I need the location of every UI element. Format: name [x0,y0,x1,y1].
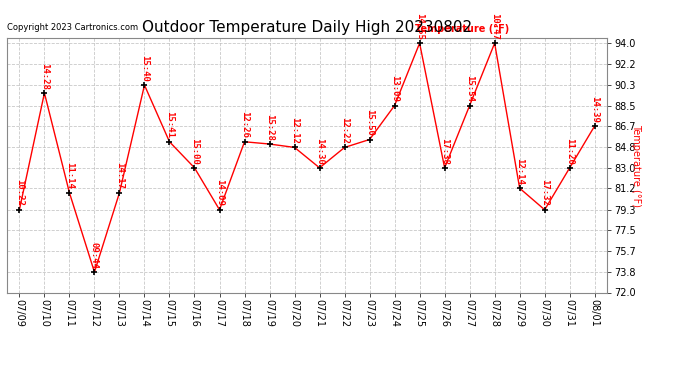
Text: 12:22: 12:22 [340,117,349,144]
Text: 13:09: 13:09 [390,75,399,102]
Text: 15:28: 15:28 [265,114,274,141]
Text: 17:38: 17:38 [440,138,449,164]
Text: Copyright 2023 Cartronics.com: Copyright 2023 Cartronics.com [7,24,138,33]
Text: Temperature (°F): Temperature (°F) [415,24,509,33]
Text: 15:50: 15:50 [365,109,374,136]
Title: Outdoor Temperature Daily High 20230802: Outdoor Temperature Daily High 20230802 [142,20,472,35]
Text: 11:14: 11:14 [65,162,74,189]
Y-axis label: Temperature (°F): Temperature (°F) [631,123,642,207]
Text: 15:40: 15:40 [140,55,149,82]
Text: 17:32: 17:32 [540,180,549,206]
Text: 10:22: 10:22 [15,180,24,206]
Text: 09:44: 09:44 [90,242,99,269]
Text: 14:30: 14:30 [315,138,324,164]
Text: 14:28: 14:28 [40,63,49,90]
Text: 12:26: 12:26 [240,111,249,138]
Text: 15:00: 15:00 [190,138,199,164]
Text: 10:47: 10:47 [490,13,499,40]
Text: 15:54: 15:54 [465,75,474,102]
Text: 15:41: 15:41 [165,111,174,138]
Text: 12:12: 12:12 [290,117,299,144]
Text: 12:14: 12:14 [515,158,524,185]
Text: 14:39: 14:39 [590,96,599,123]
Text: 11:20: 11:20 [565,138,574,164]
Text: 14:55: 14:55 [415,13,424,40]
Text: 14:09: 14:09 [215,180,224,206]
Text: 14:17: 14:17 [115,162,124,189]
